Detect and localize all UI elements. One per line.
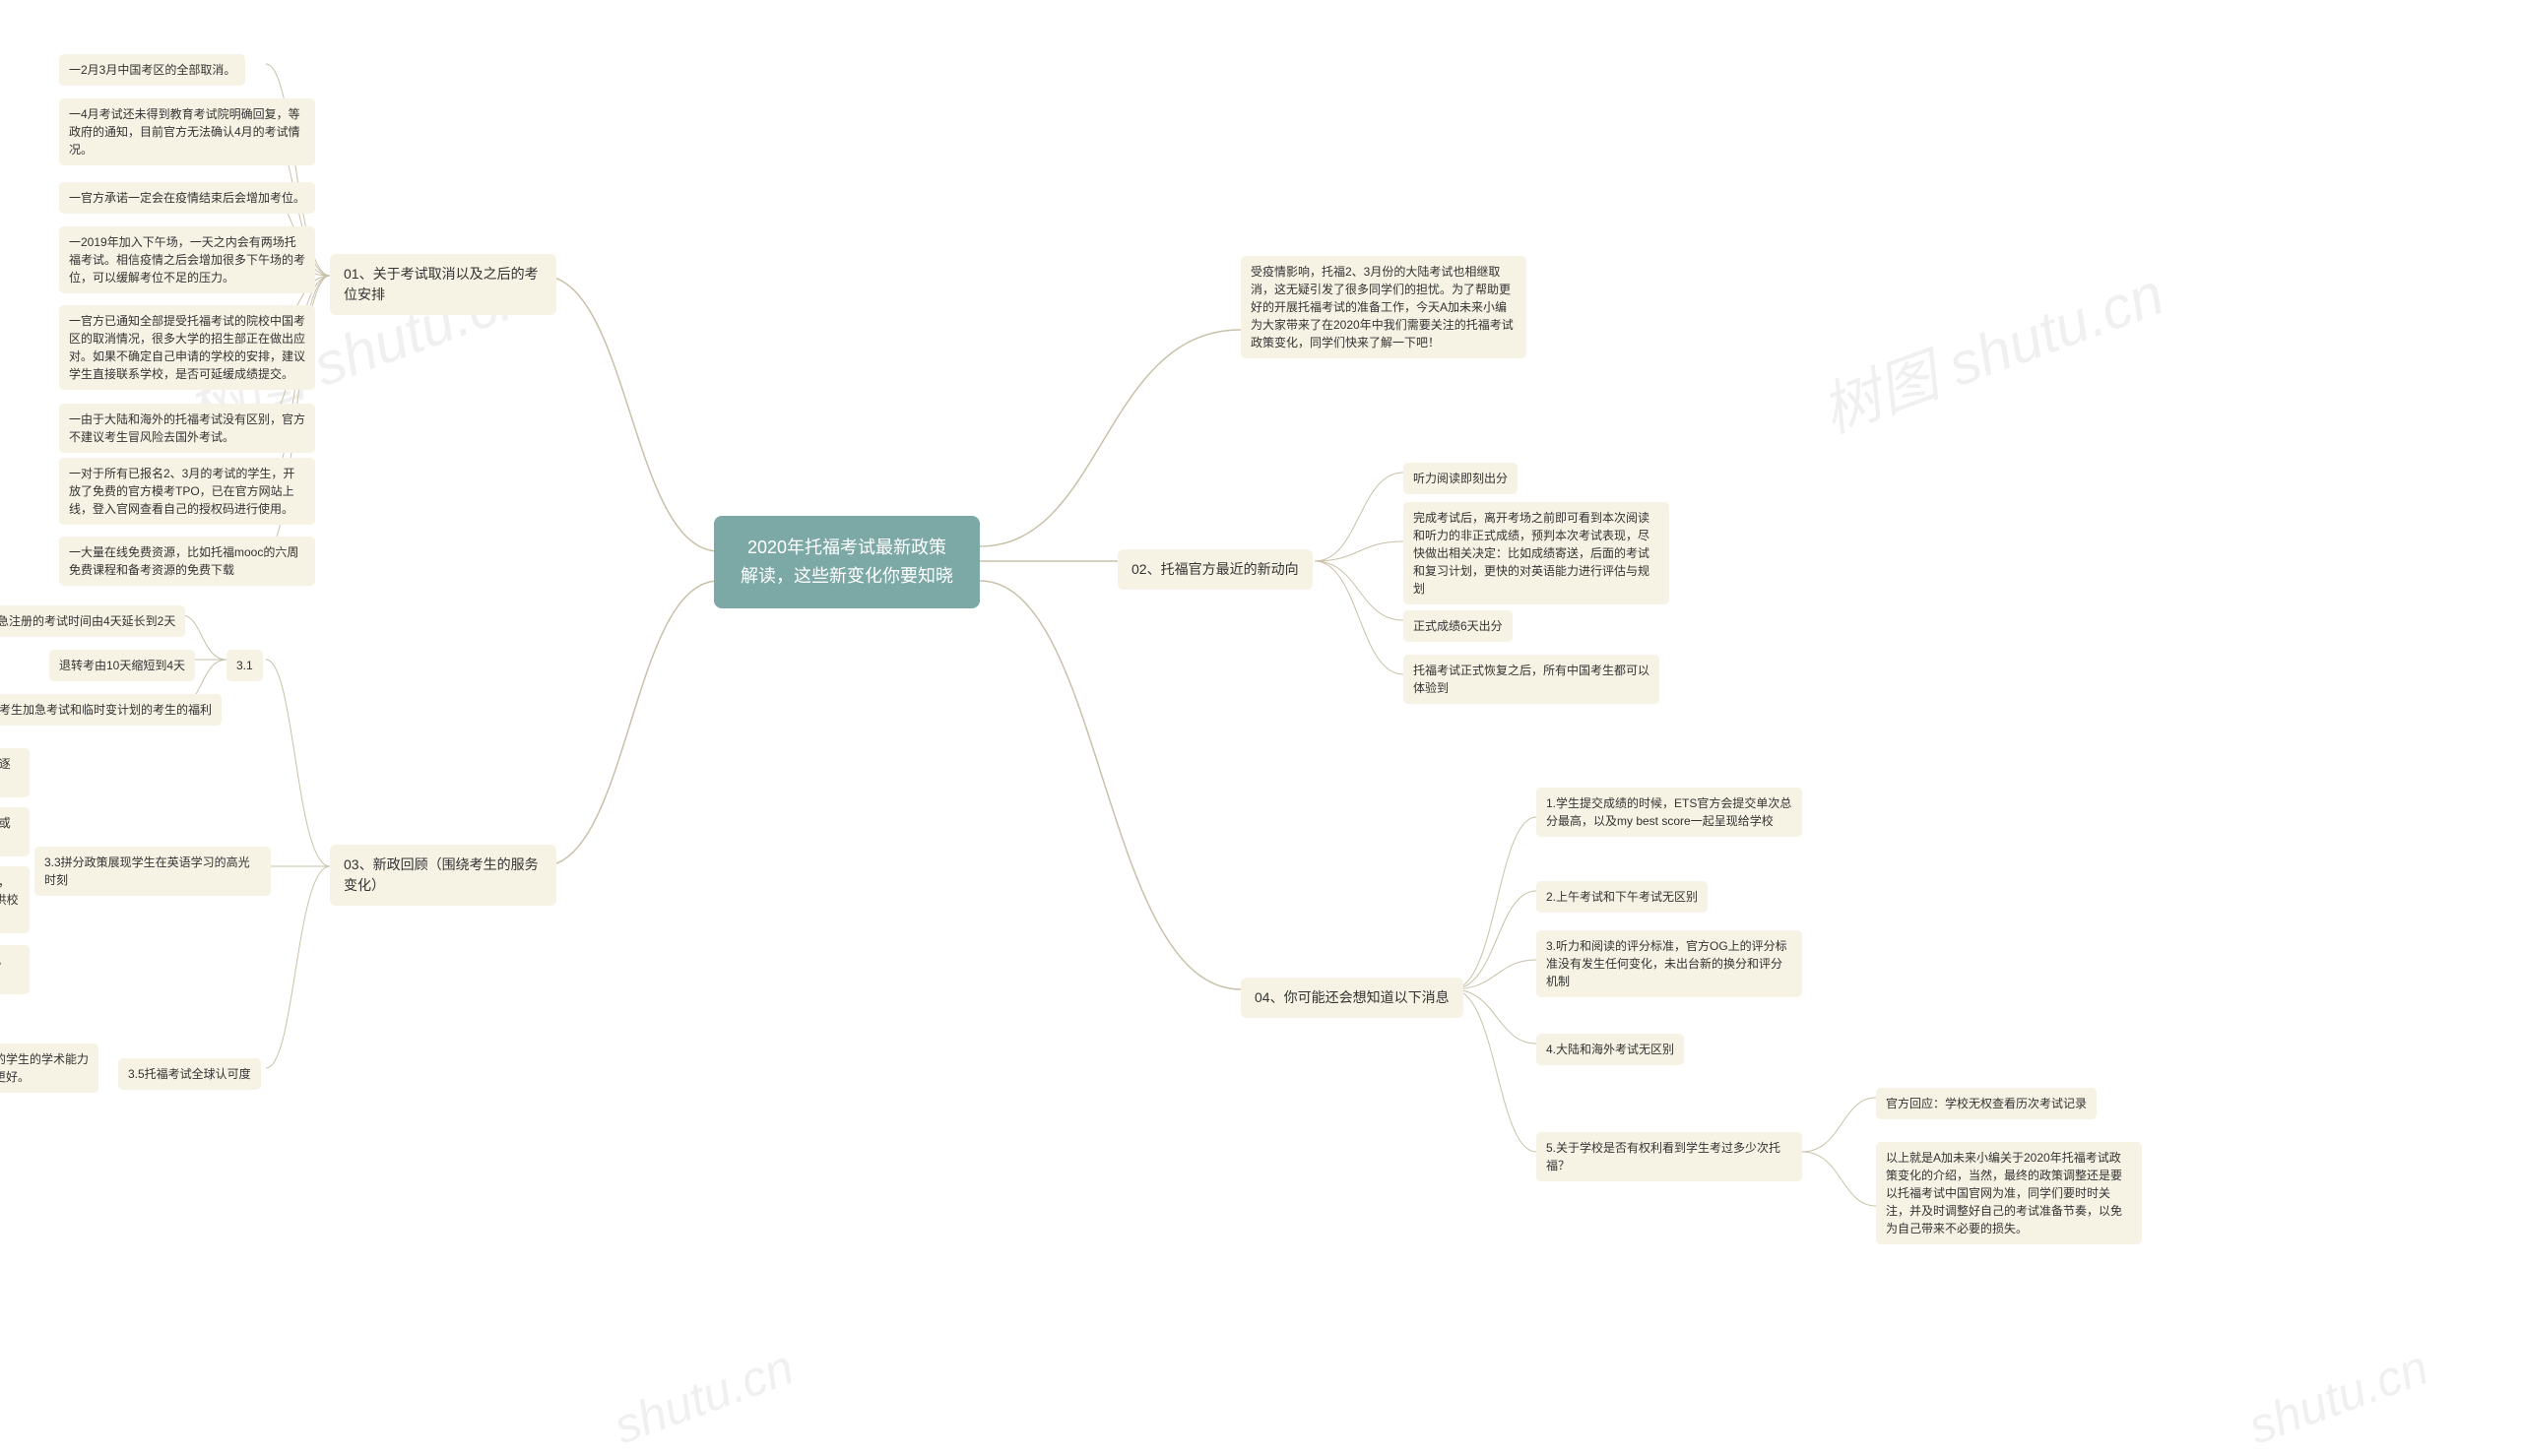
sub35-leaf-0: 根据官方的跟踪，托福考试的学生的学术能力会比其他考试的学术能力会更好。 bbox=[0, 1044, 98, 1093]
intro-note: 受疫情影响，托福2、3月份的大陆考试也相继取消，这无疑引发了很多同学们的担忧。为… bbox=[1241, 256, 1526, 358]
sub31-leaf-2: 帮助考生加急考试和临时变计划的考生的福利 bbox=[0, 694, 222, 726]
sub31-leaf-0: 加急注册的考试时间由4天延长到2天 bbox=[0, 605, 185, 637]
b04-leaf-2: 3.听力和阅读的评分标准，官方OG上的评分标准没有发生任何变化，未出台新的换分和… bbox=[1536, 930, 1802, 997]
connector-layer bbox=[0, 0, 2521, 1454]
sub33-leaf-1: 接受my best score的学校可在官网查询，或者邮件学校招生官询问 bbox=[0, 807, 30, 856]
b04-leaf-1: 2.上午考试和下午考试无区别 bbox=[1536, 881, 1708, 913]
sub33-leaf-3: 最新的TPO已经进行调整，不用额外准备，按照现阶段的体系继续复习 bbox=[0, 945, 30, 994]
sub33-leaf-2: ETS官方不会强迫学校接受my best score，会建议学生同时提供单次成绩… bbox=[0, 866, 30, 933]
b02-leaf-2: 正式成绩6天出分 bbox=[1403, 610, 1513, 642]
sub31-leaf-1: 退转考由10天缩短到4天 bbox=[49, 650, 195, 681]
b02-leaf-3: 托福考试正式恢复之后，所有中国考生都可以体验到 bbox=[1403, 655, 1659, 704]
watermark: 树图 shutu.cn bbox=[1808, 246, 2173, 449]
b02-leaf-0: 听力阅读即刻出分 bbox=[1403, 463, 1518, 494]
b01-leaf-7: 一大量在线免费资源，比如托福mooc的六周免费课程和备考资源的免费下载 bbox=[59, 537, 315, 586]
b01-leaf-0: 一2月3月中国考区的全部取消。 bbox=[59, 54, 245, 86]
b04-l5-leaf-0: 官方回应：学校无权查看历次考试记录 bbox=[1876, 1088, 2097, 1119]
watermark: shutu.cn bbox=[2241, 1338, 2435, 1455]
b04-leaf-0: 1.学生提交成绩的时候，ETS官方会提交单次总分最高，以及my best sco… bbox=[1536, 788, 1802, 837]
b01-leaf-2: 一官方承诺一定会在疫情结束后会增加考位。 bbox=[59, 182, 315, 214]
b01-leaf-6: 一对于所有已报名2、3月的考试的学生，开放了免费的官方模考TPO，已在官方网站上… bbox=[59, 458, 315, 525]
b02-leaf-1: 完成考试后，离开考场之前即可看到本次阅读和听力的非正式成绩，预判本次考试表现，尽… bbox=[1403, 502, 1669, 604]
sub-35: 3.5托福考试全球认可度 bbox=[118, 1058, 261, 1090]
b01-leaf-1: 一4月考试还未得到教育考试院明确回复，等政府的通知，目前官方无法确认4月的考试情… bbox=[59, 98, 315, 165]
b04-leaf-5: 5.关于学校是否有权利看到学生考过多少次托福？ bbox=[1536, 1132, 1802, 1181]
b04-l5-leaf-1: 以上就是A加未来小编关于2020年托福考试政策变化的介绍，当然，最终的政策调整还… bbox=[1876, 1142, 2142, 1244]
b04-leaf-3: 4.大陆和海外考试无区别 bbox=[1536, 1034, 1684, 1065]
watermark: shutu.cn bbox=[607, 1338, 801, 1455]
branch-01: 01、关于考试取消以及之后的考位安排 bbox=[330, 254, 556, 315]
branch-02: 02、托福官方最近的新动向 bbox=[1118, 549, 1313, 590]
b01-leaf-4: 一官方已通知全部提受托福考试的院校中国考区的取消情况，很多大学的招生部正在做出应… bbox=[59, 305, 315, 390]
sub33-leaf-0: 据官方透露，My best score的接受程度在逐渐增加 bbox=[0, 748, 30, 797]
branch-04: 04、你可能还会想知道以下消息 bbox=[1241, 978, 1463, 1018]
b01-leaf-3: 一2019年加入下午场，一天之内会有两场托福考试。相信疫情之后会增加很多下午场的… bbox=[59, 226, 315, 293]
sub-31: 3.1 bbox=[226, 650, 263, 681]
root-node: 2020年托福考试最新政策解读，这些新变化你要知晓 bbox=[714, 516, 980, 608]
branch-03: 03、新政回顾（围绕考生的服务变化） bbox=[330, 845, 556, 906]
sub-33: 3.3拼分政策展现学生在英语学习的高光时刻 bbox=[34, 847, 271, 896]
b01-leaf-5: 一由于大陆和海外的托福考试没有区别，官方不建议考生冒风险去国外考试。 bbox=[59, 404, 315, 453]
